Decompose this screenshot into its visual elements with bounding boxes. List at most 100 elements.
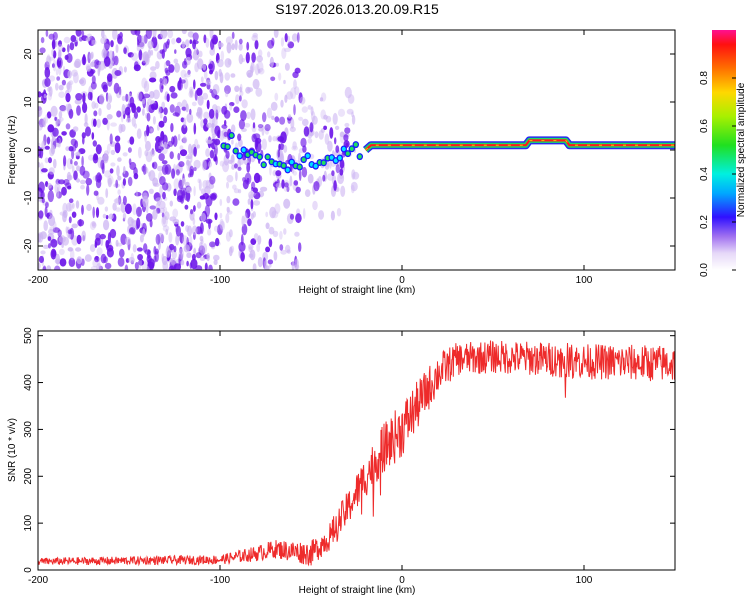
spectrogram-noise-blob (168, 64, 175, 73)
spectrogram-noise-blob (199, 235, 204, 242)
spectrogram-noise-blob (75, 200, 80, 209)
spectrogram-noise-blob (159, 112, 163, 119)
spectrogram-noise-blob (177, 152, 181, 161)
spectrogram-noise-blob (224, 90, 229, 98)
spectrogram-noise-blob (192, 32, 199, 41)
spectrogram-noise-blob (234, 163, 238, 169)
spectrogram-noise-blob (92, 206, 95, 219)
spectrogram-noise-blob (141, 35, 145, 43)
spectrogram-noise-blob (214, 94, 220, 100)
spectrogram-noise-blob (47, 190, 54, 203)
spectrogram-noise-blob (112, 30, 118, 40)
snr-xtick-label: 0 (399, 575, 405, 586)
spectrogram-noise-blob (232, 184, 237, 190)
spectrogram-noise-blob (149, 205, 157, 210)
spectrogram-noise-blob (94, 241, 98, 249)
spectrogram-noise-blob (254, 39, 259, 50)
spectrogram-ridge-core (281, 163, 286, 168)
spectrogram-noise-blob (205, 179, 210, 189)
spectrogram-noise-blob (52, 59, 57, 72)
spectrogram-noise-blob (109, 133, 113, 145)
spectrogram-noise-blob (72, 126, 79, 132)
spectrogram-noise-blob (207, 228, 212, 236)
spectrogram-noise-blob (248, 191, 255, 199)
spectrogram-noise-blob (127, 216, 134, 227)
spectrogram-noise-blob (214, 70, 219, 81)
spectrogram-noise-blob (199, 195, 206, 200)
spectrogram-noise-blob (150, 66, 157, 71)
spectrogram-noise-blob (270, 76, 276, 82)
spectrogram-noise-blob (76, 234, 82, 245)
spectrogram-noise-blob (298, 169, 302, 181)
spectrogram-noise-blob (220, 50, 225, 61)
spectrogram-noise-blob (152, 177, 159, 187)
spectrogram-noise-blob (303, 126, 310, 137)
spectrogram-noise-blob (149, 91, 155, 99)
spectrogram-noise-blob (142, 108, 145, 116)
spectrogram-noise-blob (219, 218, 224, 230)
spectrogram-ridge (220, 132, 675, 174)
spectrogram-noise-blob (68, 216, 72, 224)
spectrogram-noise-blob (96, 118, 102, 128)
spectrogram-noise-blob (279, 230, 283, 240)
spectrogram-noise-blob (128, 256, 135, 264)
spectrogram-noise-blob (61, 186, 67, 196)
colorbar: 0.0 0.2 0.4 0.6 0.8 Normalized spectral ampl… (699, 30, 747, 277)
spectrogram-noise-blob (320, 109, 327, 120)
spectrogram-noise-blob (163, 107, 168, 115)
spectrogram-noise-blob (187, 225, 193, 237)
spectrogram-noise-blob (181, 124, 188, 135)
spectrogram-noise-blob (130, 252, 134, 263)
spectrogram-noise-blob (58, 248, 65, 255)
spectrogram-noise-blob (68, 146, 74, 152)
spectrogram-noise-blob (238, 43, 243, 51)
spectrogram-noise-blob (90, 81, 97, 90)
spectrogram-noise-blob (238, 119, 245, 130)
spectrogram-noise-blob (234, 85, 240, 93)
spectrogram-noise-blob (69, 249, 75, 261)
spectrogram-noise-blob (294, 231, 300, 237)
spectrogram-noise-blob (92, 118, 97, 128)
spectrogram-noise-blob (131, 104, 137, 113)
spectrogram-noise-blob (104, 262, 112, 270)
spectrogram-noise-blob (53, 158, 57, 169)
spectrogram-noise-blob (261, 138, 267, 151)
spectrogram-noise-blob (110, 149, 116, 156)
spectrogram-noise-blob (76, 151, 81, 156)
spectrogram-noise-blob (159, 200, 166, 210)
spectrogram-noise-blob (211, 123, 215, 128)
spectrogram-noise-blob (181, 235, 188, 246)
spectrogram-noise-blob (178, 161, 185, 168)
spectrogram-noise-blob (165, 60, 171, 67)
spectrogram-noise-blob (38, 210, 44, 219)
spectrogram-noise-blob (48, 56, 55, 61)
spectrogram-noise-blob (185, 39, 190, 48)
colorbar-gradient (712, 30, 736, 270)
spectrogram-noise-blob (193, 186, 196, 197)
spectrogram-noise-blob (43, 93, 47, 99)
spectrogram-noise-blob (294, 258, 299, 270)
spectrogram-noise-blob (245, 52, 250, 64)
spectrogram-noise-blob (109, 228, 117, 239)
spectrogram-noise-blob (65, 123, 71, 130)
spectrogram-noise-blob (69, 42, 75, 51)
spectrogram-noise-blob (257, 175, 263, 183)
spectrogram-noise-blob (180, 259, 185, 266)
spectrogram-noise-blob (283, 47, 291, 53)
spectrogram-noise-blob (251, 133, 257, 143)
spectrogram-noise-blob (250, 199, 254, 210)
spectrogram-noise-blob (339, 131, 345, 144)
spectrogram-noise-blob (96, 247, 103, 256)
spectrogram-noise-blob (59, 105, 67, 113)
spectrogram-ridge-core (289, 159, 294, 165)
spectrogram-noise-blob (281, 179, 285, 189)
spectrogram-noise-blob (68, 108, 74, 119)
spectrogram-noise-blob (136, 217, 141, 229)
spectrogram-noise-blob (44, 67, 51, 79)
spectrogram-noise-blob (226, 195, 231, 204)
spectrogram-noise-blob (48, 215, 56, 227)
spectrogram-noise-blob (136, 34, 143, 43)
spectrogram-noise-blob (86, 203, 92, 212)
spectrogram-noise-blob (90, 61, 95, 67)
spectrogram-noise-blob (87, 91, 93, 101)
